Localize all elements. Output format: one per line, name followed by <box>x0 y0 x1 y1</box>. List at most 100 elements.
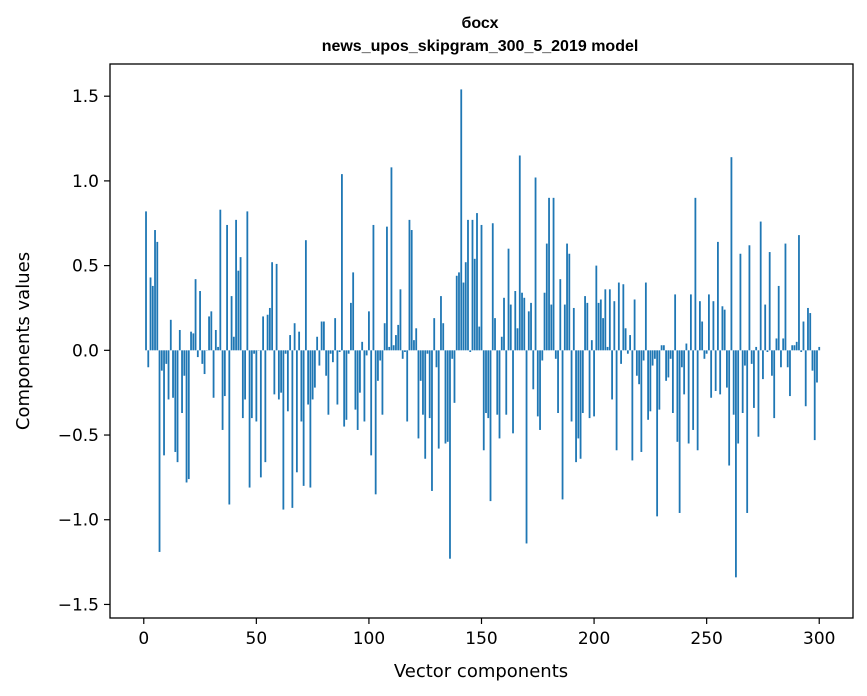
bar <box>316 336 319 351</box>
bar <box>786 350 789 368</box>
bar <box>532 350 535 390</box>
bar <box>500 336 503 351</box>
bar <box>505 350 508 415</box>
bar <box>730 157 733 351</box>
bar <box>611 350 613 400</box>
bar <box>811 350 814 371</box>
bar <box>665 350 668 381</box>
bar <box>644 282 647 351</box>
bar <box>149 277 152 351</box>
y-tick-label: 1.0 <box>72 172 99 192</box>
bar <box>226 224 228 351</box>
bar <box>277 350 280 400</box>
bar <box>750 350 753 364</box>
bar <box>363 350 366 422</box>
bar <box>232 336 235 351</box>
bar <box>804 350 807 407</box>
bar <box>464 262 467 351</box>
bar <box>415 328 418 351</box>
bar <box>194 279 197 351</box>
bar <box>494 318 496 351</box>
bar <box>370 350 373 456</box>
bar <box>431 350 433 491</box>
bar <box>284 350 287 354</box>
bar <box>462 282 465 351</box>
y-tick-label: −1.0 <box>58 511 99 531</box>
bar <box>789 350 791 397</box>
bar <box>169 319 172 351</box>
bar <box>259 350 262 478</box>
x-tick-label: 250 <box>690 629 722 649</box>
bar <box>818 346 821 351</box>
bar <box>359 350 361 393</box>
bar <box>748 245 751 351</box>
bar <box>325 350 328 376</box>
bar <box>455 275 458 351</box>
bar <box>460 89 463 351</box>
bar <box>703 350 706 359</box>
bar <box>593 350 595 417</box>
bar <box>388 346 391 351</box>
bar <box>293 323 296 351</box>
bar <box>656 350 659 517</box>
bar <box>313 350 316 388</box>
bar <box>604 289 607 351</box>
bar <box>329 350 332 354</box>
bar <box>575 350 577 463</box>
bar <box>381 350 384 415</box>
bar <box>266 314 269 351</box>
bar <box>642 350 645 361</box>
bar <box>406 350 409 422</box>
bar <box>282 350 285 510</box>
bar <box>174 350 177 452</box>
y-tick-label: −1.5 <box>58 595 99 615</box>
bar <box>413 340 415 351</box>
bar <box>741 350 744 414</box>
bar <box>192 333 195 351</box>
bar <box>680 350 683 368</box>
bar <box>608 289 611 351</box>
bar <box>289 335 292 351</box>
bar <box>244 350 246 400</box>
bar <box>442 323 445 351</box>
x-tick-label: 200 <box>578 629 610 649</box>
bar <box>728 350 731 466</box>
bar <box>295 350 298 473</box>
bar <box>651 350 654 366</box>
bar <box>268 307 271 351</box>
bar <box>791 345 794 351</box>
bar <box>588 350 591 419</box>
bar <box>350 302 352 351</box>
bars <box>145 89 821 578</box>
bar <box>534 177 537 351</box>
bar <box>624 328 627 351</box>
bar <box>154 230 156 351</box>
bar <box>334 318 337 351</box>
bar <box>638 350 641 385</box>
bar <box>181 350 183 414</box>
bar <box>771 350 773 376</box>
bar <box>320 321 323 351</box>
bar <box>732 350 735 415</box>
bar <box>514 291 517 351</box>
bar <box>759 221 762 351</box>
bar <box>570 350 573 422</box>
bar <box>714 350 717 391</box>
bar <box>365 350 368 356</box>
bar <box>773 350 776 419</box>
bar <box>689 294 692 351</box>
bar <box>469 350 472 353</box>
bar <box>496 350 499 415</box>
x-tick-label: 100 <box>353 629 385 649</box>
bar <box>214 329 217 351</box>
bar <box>599 299 602 351</box>
bar <box>635 350 638 376</box>
bar <box>271 262 274 351</box>
bar <box>354 350 357 410</box>
bar <box>264 350 267 463</box>
bar <box>516 328 519 351</box>
bar <box>566 243 568 351</box>
bar <box>368 311 370 351</box>
bar <box>392 345 395 351</box>
bar <box>401 350 404 359</box>
